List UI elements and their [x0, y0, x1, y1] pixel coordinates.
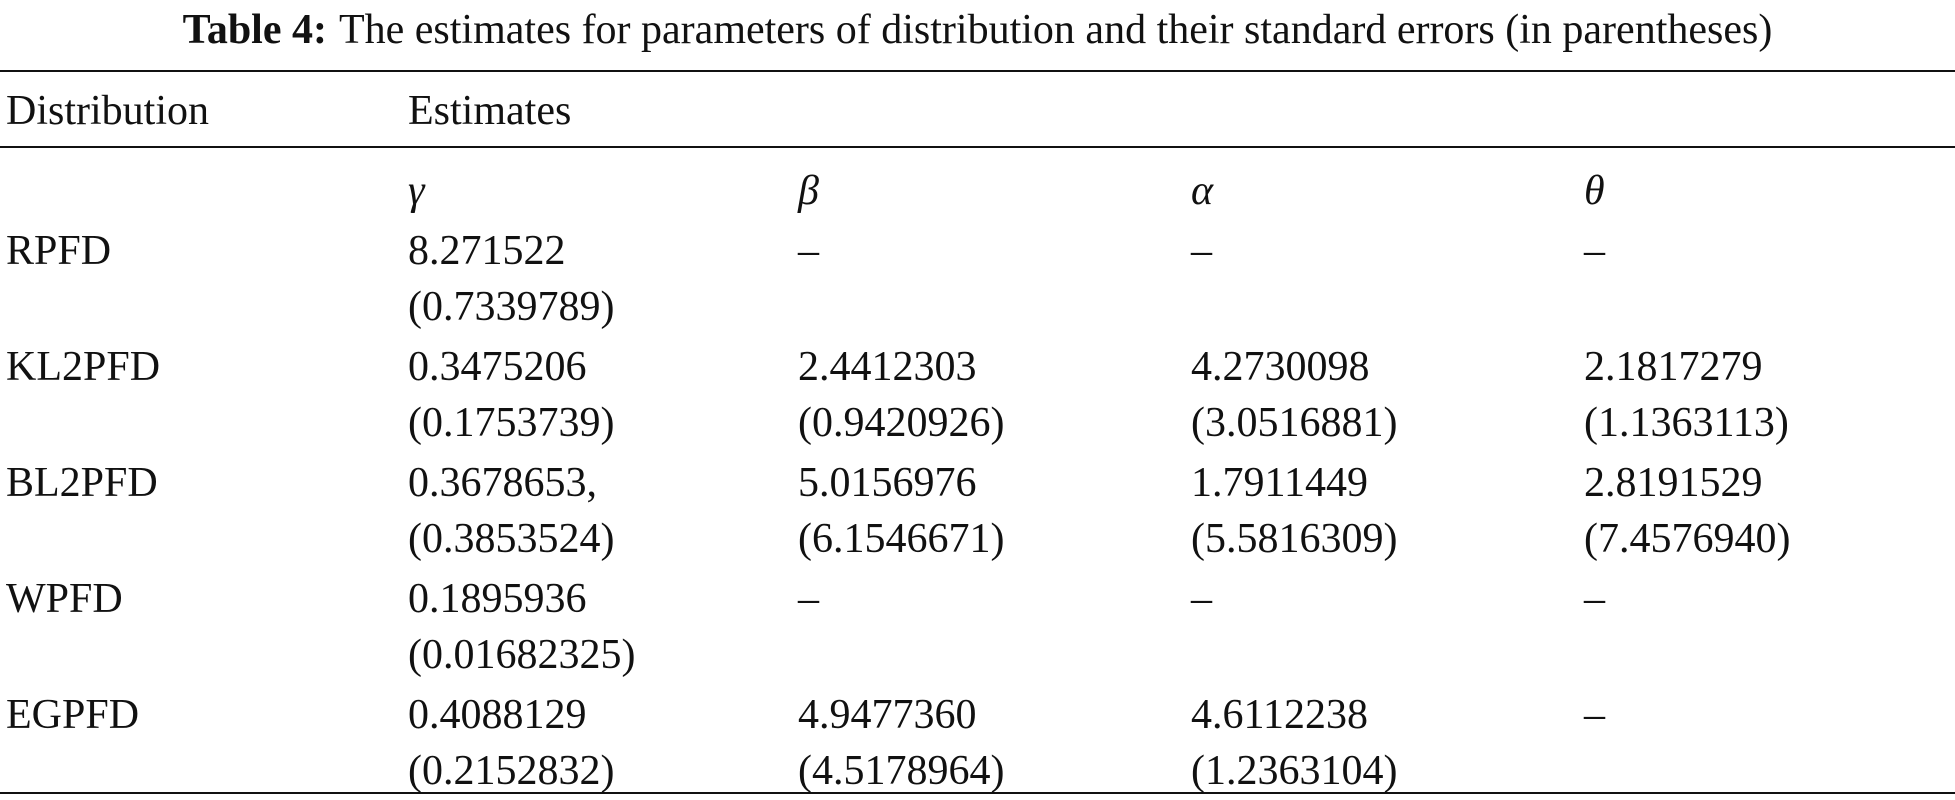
parameter-symbol: β: [798, 168, 819, 214]
standard-error: (5.5816309): [1191, 516, 1398, 562]
estimate: –: [1584, 576, 1605, 622]
estimate: 2.8191529: [1584, 460, 1763, 506]
top-rule: [0, 70, 1955, 72]
parameter-symbol: α: [1191, 168, 1214, 214]
estimate: 2.4412303: [798, 344, 977, 390]
estimate: 4.9477360: [798, 692, 977, 738]
standard-error: (4.5178964): [798, 748, 1005, 794]
estimate: –: [1191, 228, 1212, 274]
bottom-rule: [0, 792, 1955, 794]
row-label: EGPFD: [6, 692, 140, 738]
standard-error: (0.1753739): [408, 400, 615, 446]
parameter-symbol: θ: [1584, 168, 1605, 214]
standard-error: (7.4576940): [1584, 516, 1791, 562]
estimate: 4.2730098: [1191, 344, 1370, 390]
estimate: –: [1584, 692, 1605, 738]
mid-rule: [0, 146, 1955, 148]
standard-error: (6.1546671): [798, 516, 1005, 562]
estimate: –: [798, 576, 819, 622]
estimate: 0.3475206: [408, 344, 587, 390]
estimate: 5.0156976: [798, 460, 977, 506]
row-label: KL2PFD: [6, 344, 161, 390]
estimate: –: [1584, 228, 1605, 274]
caption-text: The estimates for parameters of distribu…: [338, 7, 1773, 53]
row-label: WPFD: [6, 576, 123, 622]
row-label: RPFD: [6, 228, 112, 274]
standard-error: (1.1363113): [1584, 400, 1789, 446]
estimate: 8.271522: [408, 228, 566, 274]
standard-error: (0.01682325): [408, 632, 636, 678]
estimate: 0.3678653,: [408, 460, 597, 506]
column-header: Estimates: [408, 88, 572, 134]
estimate: –: [798, 228, 819, 274]
estimate: 0.1895936: [408, 576, 587, 622]
column-header: Distribution: [6, 88, 210, 134]
standard-error: (0.2152832): [408, 748, 615, 794]
table-caption: Table 4: The estimates for parameters of …: [0, 6, 1955, 54]
standard-error: (1.2363104): [1191, 748, 1398, 794]
estimate: 4.6112238: [1191, 692, 1368, 738]
row-label: BL2PFD: [6, 460, 158, 506]
standard-error: (0.9420926): [798, 400, 1005, 446]
standard-error: (3.0516881): [1191, 400, 1398, 446]
caption-label: Table 4:: [182, 7, 327, 53]
parameter-symbol: γ: [408, 168, 425, 214]
estimate: –: [1191, 576, 1212, 622]
estimate: 1.7911449: [1191, 460, 1368, 506]
estimate: 0.4088129: [408, 692, 587, 738]
estimate: 2.1817279: [1584, 344, 1763, 390]
standard-error: (0.7339789): [408, 284, 615, 330]
standard-error: (0.3853524): [408, 516, 615, 562]
